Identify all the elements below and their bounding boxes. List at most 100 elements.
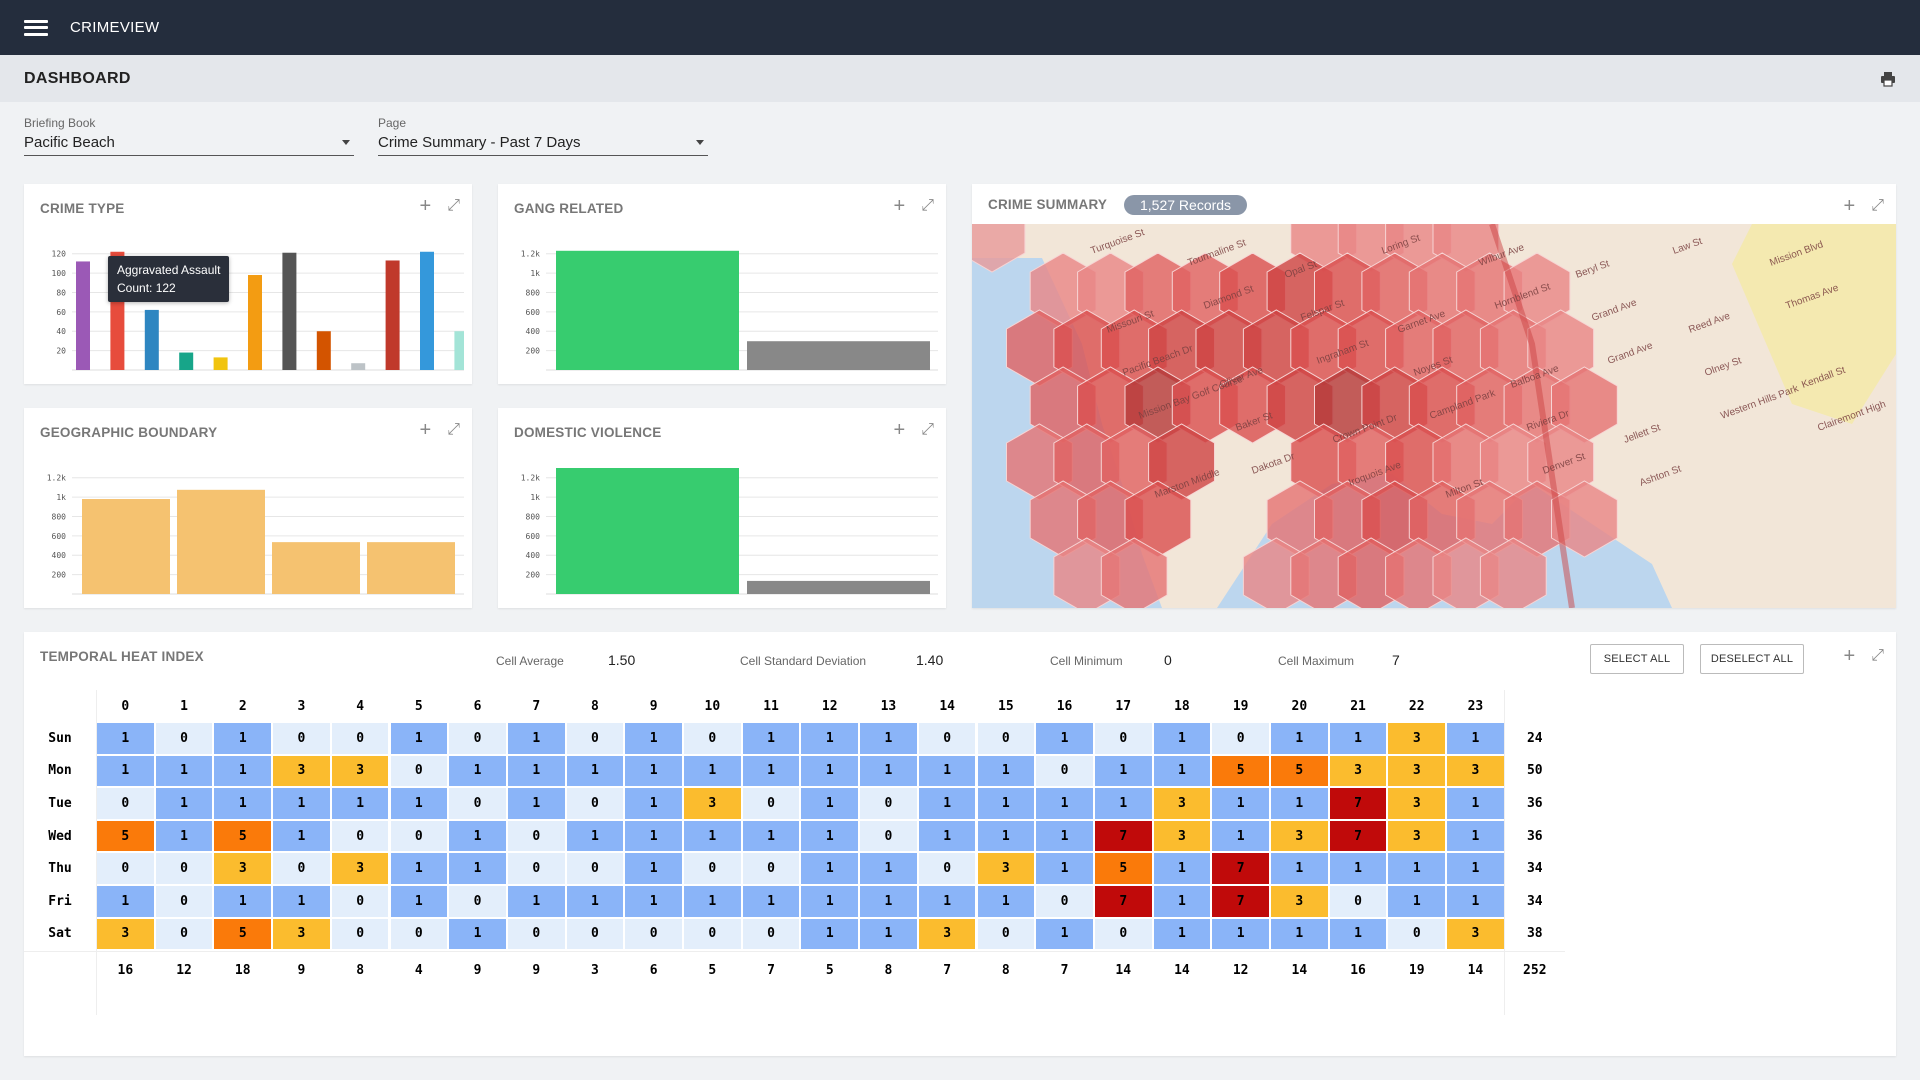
heat-cell[interactable]: 1 (801, 853, 859, 884)
heat-cell[interactable]: 3 (977, 853, 1035, 884)
heat-cell[interactable]: 1 (801, 788, 859, 819)
heat-cell[interactable]: 1 (1271, 853, 1328, 884)
heat-cell[interactable]: 0 (449, 788, 506, 819)
heat-cell[interactable]: 1 (977, 886, 1035, 917)
bar[interactable] (747, 341, 930, 370)
heat-cell[interactable]: 1 (977, 820, 1035, 852)
heat-cell[interactable]: 3 (1388, 820, 1446, 852)
heat-cell[interactable]: 0 (860, 788, 917, 819)
expand-icon[interactable]: ⤢ (921, 421, 934, 438)
heat-cell[interactable]: 3 (1447, 755, 1504, 787)
heat-cell[interactable]: 7 (1329, 788, 1387, 819)
expand-icon[interactable]: ⤢ (447, 197, 460, 214)
hexbin-map[interactable]: Turquoise St Tourmaline St Opal St Loring S… (972, 224, 1896, 608)
heat-cell[interactable]: 1 (507, 788, 565, 819)
heat-cell[interactable]: 1 (918, 820, 976, 852)
heat-cell[interactable]: 1 (1329, 723, 1387, 754)
heat-cell[interactable]: 1 (1271, 788, 1328, 819)
heat-cell[interactable]: 1 (1271, 723, 1328, 754)
heat-cell[interactable]: 1 (860, 918, 917, 950)
heat-cell[interactable]: 0 (507, 820, 565, 852)
heat-cell[interactable]: 1 (801, 886, 859, 917)
heat-cell[interactable]: 7 (1094, 820, 1152, 852)
bar[interactable] (747, 580, 930, 594)
heat-cell[interactable]: 1 (684, 820, 741, 852)
hexbin-cell[interactable] (1100, 537, 1168, 608)
bar[interactable] (82, 499, 170, 594)
bar[interactable] (144, 309, 159, 370)
heat-cell[interactable]: 0 (1036, 886, 1093, 917)
heat-cell[interactable]: 1 (918, 755, 976, 787)
heat-cell[interactable]: 0 (566, 788, 624, 819)
heat-cell[interactable]: 0 (507, 853, 565, 884)
bar[interactable] (179, 352, 194, 370)
heat-cell[interactable]: 0 (390, 820, 448, 852)
heat-cell[interactable]: 1 (1036, 820, 1093, 852)
heat-cell[interactable]: 5 (1094, 853, 1152, 884)
add-icon[interactable]: + (893, 419, 906, 441)
heat-cell[interactable]: 1 (449, 755, 506, 787)
heat-cell[interactable]: 1 (977, 788, 1035, 819)
heat-cell[interactable]: 1 (1447, 820, 1504, 852)
heat-cell[interactable]: 0 (918, 853, 976, 884)
heat-cell[interactable]: 3 (273, 918, 330, 950)
heat-cell[interactable]: 3 (1153, 820, 1211, 852)
heat-cell[interactable]: 1 (860, 723, 917, 754)
heat-cell[interactable]: 1 (1388, 886, 1446, 917)
heat-cell[interactable]: 0 (860, 820, 917, 852)
heat-cell[interactable]: 1 (155, 788, 213, 819)
heat-cell[interactable]: 1 (449, 820, 506, 852)
heat-cell[interactable]: 5 (1212, 755, 1269, 787)
heat-cell[interactable]: 1 (1271, 918, 1328, 950)
heat-cell[interactable]: 3 (918, 918, 976, 950)
heat-cell[interactable]: 1 (507, 723, 565, 754)
heat-cell[interactable]: 1 (449, 918, 506, 950)
heat-cell[interactable]: 1 (801, 755, 859, 787)
heat-cell[interactable]: 0 (155, 853, 213, 884)
print-icon[interactable] (1880, 71, 1896, 87)
bar[interactable] (367, 542, 455, 594)
heat-cell[interactable]: 1 (214, 788, 272, 819)
heat-cell[interactable]: 5 (97, 820, 154, 852)
heat-cell[interactable]: 1 (507, 886, 565, 917)
heat-cell[interactable]: 1 (1153, 853, 1211, 884)
heat-cell[interactable]: 0 (449, 886, 506, 917)
heat-cell[interactable]: 1 (390, 788, 448, 819)
heat-cell[interactable]: 1 (155, 755, 213, 787)
heat-cell[interactable]: 1 (390, 723, 448, 754)
bar[interactable] (556, 250, 739, 370)
heat-cell[interactable]: 1 (214, 755, 272, 787)
heat-cell[interactable]: 0 (684, 723, 741, 754)
heat-cell[interactable]: 1 (1036, 853, 1093, 884)
heat-cell[interactable]: 1 (214, 886, 272, 917)
heat-cell[interactable]: 7 (1212, 886, 1269, 917)
bar[interactable] (282, 252, 297, 370)
heat-cell[interactable]: 1 (742, 820, 800, 852)
hexbin-cell[interactable] (1551, 480, 1618, 558)
heat-cell[interactable]: 3 (331, 755, 389, 787)
heat-cell[interactable]: 0 (1094, 723, 1152, 754)
heat-cell[interactable]: 1 (918, 788, 976, 819)
heat-cell[interactable]: 3 (331, 853, 389, 884)
add-icon[interactable]: + (1843, 645, 1856, 667)
heat-cell[interactable]: 1 (1447, 723, 1504, 754)
heat-cell[interactable]: 1 (1212, 788, 1269, 819)
heat-cell[interactable]: 0 (1212, 723, 1269, 754)
expand-icon[interactable]: ⤢ (447, 421, 460, 438)
heat-cell[interactable]: 3 (1388, 788, 1446, 819)
briefing-book-dropdown[interactable]: Pacific Beach (24, 130, 354, 156)
heat-cell[interactable]: 1 (977, 755, 1035, 787)
heat-cell[interactable]: 0 (1329, 886, 1387, 917)
heat-cell[interactable]: 1 (742, 755, 800, 787)
heat-cell[interactable]: 0 (684, 918, 741, 950)
heat-cell[interactable]: 1 (801, 918, 859, 950)
heat-cell[interactable]: 3 (1447, 918, 1504, 950)
heat-cell[interactable]: 0 (331, 918, 389, 950)
heat-cell[interactable]: 0 (273, 853, 330, 884)
bar[interactable] (420, 251, 434, 370)
heat-cell[interactable]: 1 (860, 853, 917, 884)
heat-cell[interactable]: 0 (331, 723, 389, 754)
menu-icon[interactable] (24, 19, 48, 36)
heat-cell[interactable]: 1 (742, 723, 800, 754)
